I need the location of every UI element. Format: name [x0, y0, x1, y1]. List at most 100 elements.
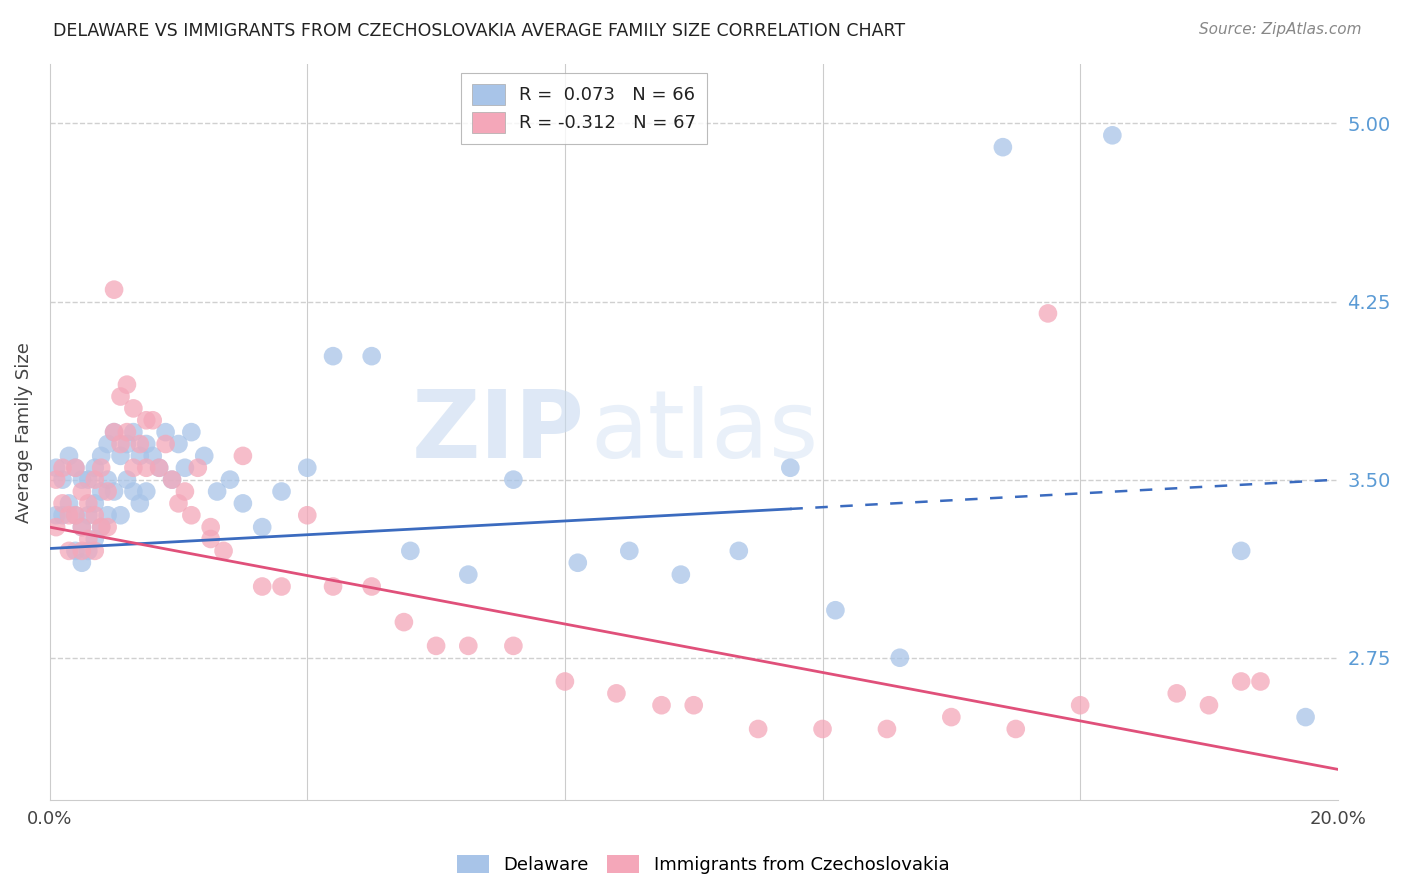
Point [135, 437, 157, 451]
Point [1101, 128, 1123, 143]
Point [135, 484, 157, 499]
Point [128, 437, 150, 451]
Point [97, 520, 120, 534]
Point [219, 473, 242, 487]
Point [45, 460, 67, 475]
Point [65, 460, 87, 475]
Point [110, 449, 132, 463]
Point [250, 580, 273, 594]
Point [167, 496, 190, 510]
Point [103, 425, 125, 439]
Point [97, 473, 120, 487]
Point [65, 460, 87, 475]
Point [554, 674, 576, 689]
Point [200, 532, 222, 546]
Point [180, 508, 202, 523]
Point [322, 349, 344, 363]
Point [103, 283, 125, 297]
Point [90, 520, 112, 534]
Point [90, 484, 112, 499]
Point [457, 639, 479, 653]
Point [97, 508, 120, 523]
Point [297, 508, 319, 523]
Text: ZIP: ZIP [412, 386, 585, 478]
Point [193, 449, 215, 463]
Point [1230, 544, 1253, 558]
Point [155, 437, 177, 451]
Point [77, 532, 100, 546]
Point [128, 496, 150, 510]
Point [110, 437, 132, 451]
Point [70, 520, 93, 534]
Point [1250, 674, 1272, 689]
Point [58, 449, 80, 463]
Point [148, 460, 170, 475]
Point [232, 449, 254, 463]
Point [122, 484, 145, 499]
Point [90, 520, 112, 534]
Point [392, 615, 415, 629]
Point [83, 544, 105, 558]
Point [135, 460, 157, 475]
Legend: Delaware, Immigrants from Czechoslovakia: Delaware, Immigrants from Czechoslovakia [450, 847, 956, 881]
Point [45, 520, 67, 534]
Point [682, 698, 704, 713]
Point [1004, 722, 1026, 736]
Point [97, 484, 120, 499]
Point [103, 484, 125, 499]
Point [250, 520, 273, 534]
Point [425, 639, 447, 653]
Point [502, 639, 524, 653]
Point [70, 484, 93, 499]
Point [727, 544, 749, 558]
Point [605, 686, 627, 700]
Point [83, 496, 105, 510]
Point [669, 567, 692, 582]
Point [174, 460, 197, 475]
Point [1230, 674, 1253, 689]
Point [122, 460, 145, 475]
Point [180, 425, 202, 439]
Point [58, 496, 80, 510]
Point [77, 473, 100, 487]
Point [811, 722, 834, 736]
Point [941, 710, 963, 724]
Text: atlas: atlas [591, 386, 818, 478]
Point [155, 425, 177, 439]
Point [991, 140, 1014, 154]
Point [160, 473, 183, 487]
Point [97, 437, 120, 451]
Point [115, 473, 138, 487]
Point [212, 544, 235, 558]
Point [232, 496, 254, 510]
Point [115, 425, 138, 439]
Point [77, 508, 100, 523]
Point [1036, 306, 1059, 320]
Point [142, 413, 165, 427]
Point [779, 460, 801, 475]
Point [65, 508, 87, 523]
Point [83, 473, 105, 487]
Point [65, 508, 87, 523]
Point [122, 425, 145, 439]
Point [457, 567, 479, 582]
Point [567, 556, 589, 570]
Point [1295, 710, 1317, 724]
Point [58, 544, 80, 558]
Point [83, 532, 105, 546]
Y-axis label: Average Family Size: Average Family Size [15, 342, 32, 523]
Point [110, 508, 132, 523]
Point [122, 401, 145, 416]
Text: DELAWARE VS IMMIGRANTS FROM CZECHOSLOVAKIA AVERAGE FAMILY SIZE CORRELATION CHART: DELAWARE VS IMMIGRANTS FROM CZECHOSLOVAK… [53, 22, 905, 40]
Point [51, 508, 73, 523]
Point [70, 473, 93, 487]
Point [110, 390, 132, 404]
Point [747, 722, 769, 736]
Point [205, 484, 228, 499]
Legend: R =  0.073   N = 66, R = -0.312   N = 67: R = 0.073 N = 66, R = -0.312 N = 67 [461, 73, 707, 144]
Point [51, 460, 73, 475]
Point [174, 484, 197, 499]
Point [115, 377, 138, 392]
Point [619, 544, 641, 558]
Point [142, 449, 165, 463]
